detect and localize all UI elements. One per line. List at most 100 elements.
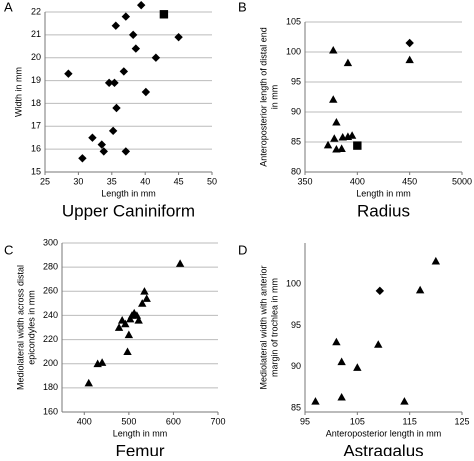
x-tick-label: 600: [166, 416, 181, 426]
x-tick-label: 125: [454, 416, 469, 426]
point: [121, 319, 130, 328]
point: [337, 392, 346, 401]
y-tick-label: 100: [286, 46, 301, 56]
point: [64, 69, 73, 78]
point: [400, 397, 409, 405]
point: [110, 78, 119, 88]
panel-letter: A: [4, 0, 13, 14]
x-tick-label: 700: [210, 416, 225, 426]
point: [88, 133, 97, 142]
y-axis-label: Mediolateral width with anterior: [258, 265, 268, 389]
y-tick-label: 220: [43, 334, 58, 344]
x-tick-label: 105: [350, 416, 365, 426]
x-axis-label: Length in mm: [113, 428, 168, 438]
x-tick-label: 400: [350, 176, 365, 186]
point: [405, 55, 414, 64]
x-tick-label: 400: [77, 416, 92, 426]
point: [337, 357, 346, 366]
point: [141, 87, 151, 97]
panel-caption: Femur: [115, 441, 164, 456]
y-tick-label: 280: [43, 262, 58, 272]
y-tick-label: 80: [291, 166, 301, 176]
y-axis-label: in mm: [269, 85, 279, 110]
point: [123, 347, 132, 356]
point: [112, 103, 121, 113]
y-tick-label: 85: [291, 402, 301, 412]
x-tick-label: 40: [140, 176, 150, 186]
point: [78, 154, 87, 163]
point: [431, 256, 441, 265]
point: [174, 32, 183, 42]
point: [374, 340, 383, 348]
y-tick-label: 100: [286, 279, 301, 289]
point: [159, 10, 169, 19]
y-axis-label: margin of trochlea in mm: [269, 278, 279, 377]
x-axis-label: Anteroposterior length in mm: [326, 428, 442, 438]
y-tick-label: 16: [31, 144, 41, 154]
point: [134, 316, 143, 324]
x-tick-label: 35: [107, 176, 117, 186]
y-tick-label: 20: [31, 52, 41, 62]
x-tick-label: 5000: [452, 176, 472, 186]
y-tick-label: 22: [31, 6, 41, 16]
y-axis-label: Mediolateral width across distal: [15, 265, 25, 390]
point: [353, 141, 362, 150]
y-tick-label: 105: [286, 16, 301, 26]
y-tick-label: 240: [43, 310, 58, 320]
x-tick-label: 50: [207, 176, 217, 186]
panel-caption: Radius: [357, 201, 410, 220]
y-tick-label: 260: [43, 286, 58, 296]
y-tick-label: 90: [291, 106, 301, 116]
point: [332, 118, 341, 126]
x-tick-label: 115: [402, 416, 416, 426]
point: [108, 126, 118, 136]
point: [138, 299, 147, 307]
y-axis-label: Width in mm: [13, 67, 23, 117]
y-tick-label: 85: [291, 136, 301, 146]
y-tick-label: 200: [43, 358, 58, 368]
point: [121, 147, 131, 156]
panel-letter: D: [238, 242, 247, 257]
y-tick-label: 18: [31, 98, 41, 108]
panel-letter: B: [238, 0, 247, 14]
point: [99, 147, 108, 156]
point: [353, 363, 362, 371]
point: [104, 78, 114, 88]
y-tick-label: 95: [291, 76, 301, 86]
point: [151, 53, 161, 62]
y-tick-label: 95: [291, 320, 301, 330]
point: [119, 67, 129, 76]
point: [175, 259, 185, 267]
point: [332, 337, 341, 346]
point: [311, 397, 320, 405]
point: [136, 0, 146, 10]
point: [128, 30, 138, 40]
point: [140, 287, 149, 295]
x-tick-label: 30: [73, 176, 83, 186]
point: [347, 131, 357, 139]
y-tick-label: 19: [31, 75, 41, 85]
point: [121, 12, 131, 21]
y-tick-label: 90: [291, 361, 301, 371]
point: [329, 46, 338, 54]
point: [330, 134, 339, 142]
x-tick-label: 350: [297, 176, 312, 186]
panel-caption: Astragalus: [343, 441, 423, 456]
point: [131, 44, 141, 53]
panel-caption: Upper Caniniform: [62, 201, 195, 220]
y-tick-label: 300: [43, 237, 58, 247]
y-tick-label: 17: [31, 121, 41, 131]
panel-letter: C: [4, 242, 13, 257]
x-tick-label: 450: [402, 176, 417, 186]
x-tick-label: 500: [121, 416, 136, 426]
point: [114, 323, 124, 331]
y-tick-label: 15: [31, 166, 41, 176]
x-axis-label: Length in mm: [101, 188, 156, 198]
point: [97, 358, 107, 366]
x-tick-label: 25: [40, 176, 50, 186]
point: [84, 378, 93, 387]
x-tick-label: 95: [300, 416, 310, 426]
point: [375, 286, 385, 296]
point: [405, 38, 414, 48]
